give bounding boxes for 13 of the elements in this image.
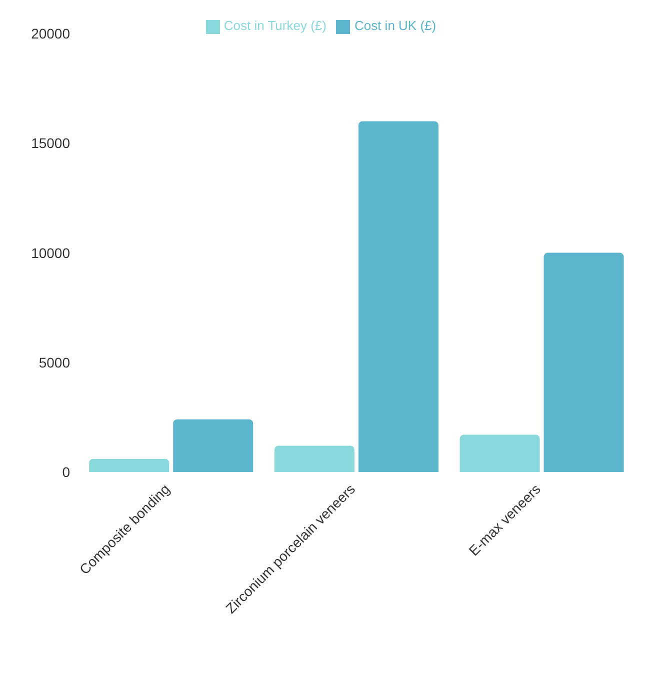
y-tick-label: 15000	[31, 135, 70, 152]
bar	[89, 458, 170, 472]
y-tick-label: 0	[62, 464, 70, 480]
bar	[460, 434, 540, 472]
y-tick-label: 20000	[31, 26, 70, 42]
bar	[173, 419, 254, 472]
bar	[274, 446, 354, 472]
legend-label: Cost in UK (£)	[354, 18, 436, 33]
y-tick-label: 5000	[38, 354, 70, 370]
legend-label: Cost in Turkey (£)	[224, 18, 326, 33]
y-tick-label: 10000	[31, 244, 70, 261]
bar	[358, 121, 438, 472]
bar	[544, 252, 624, 472]
